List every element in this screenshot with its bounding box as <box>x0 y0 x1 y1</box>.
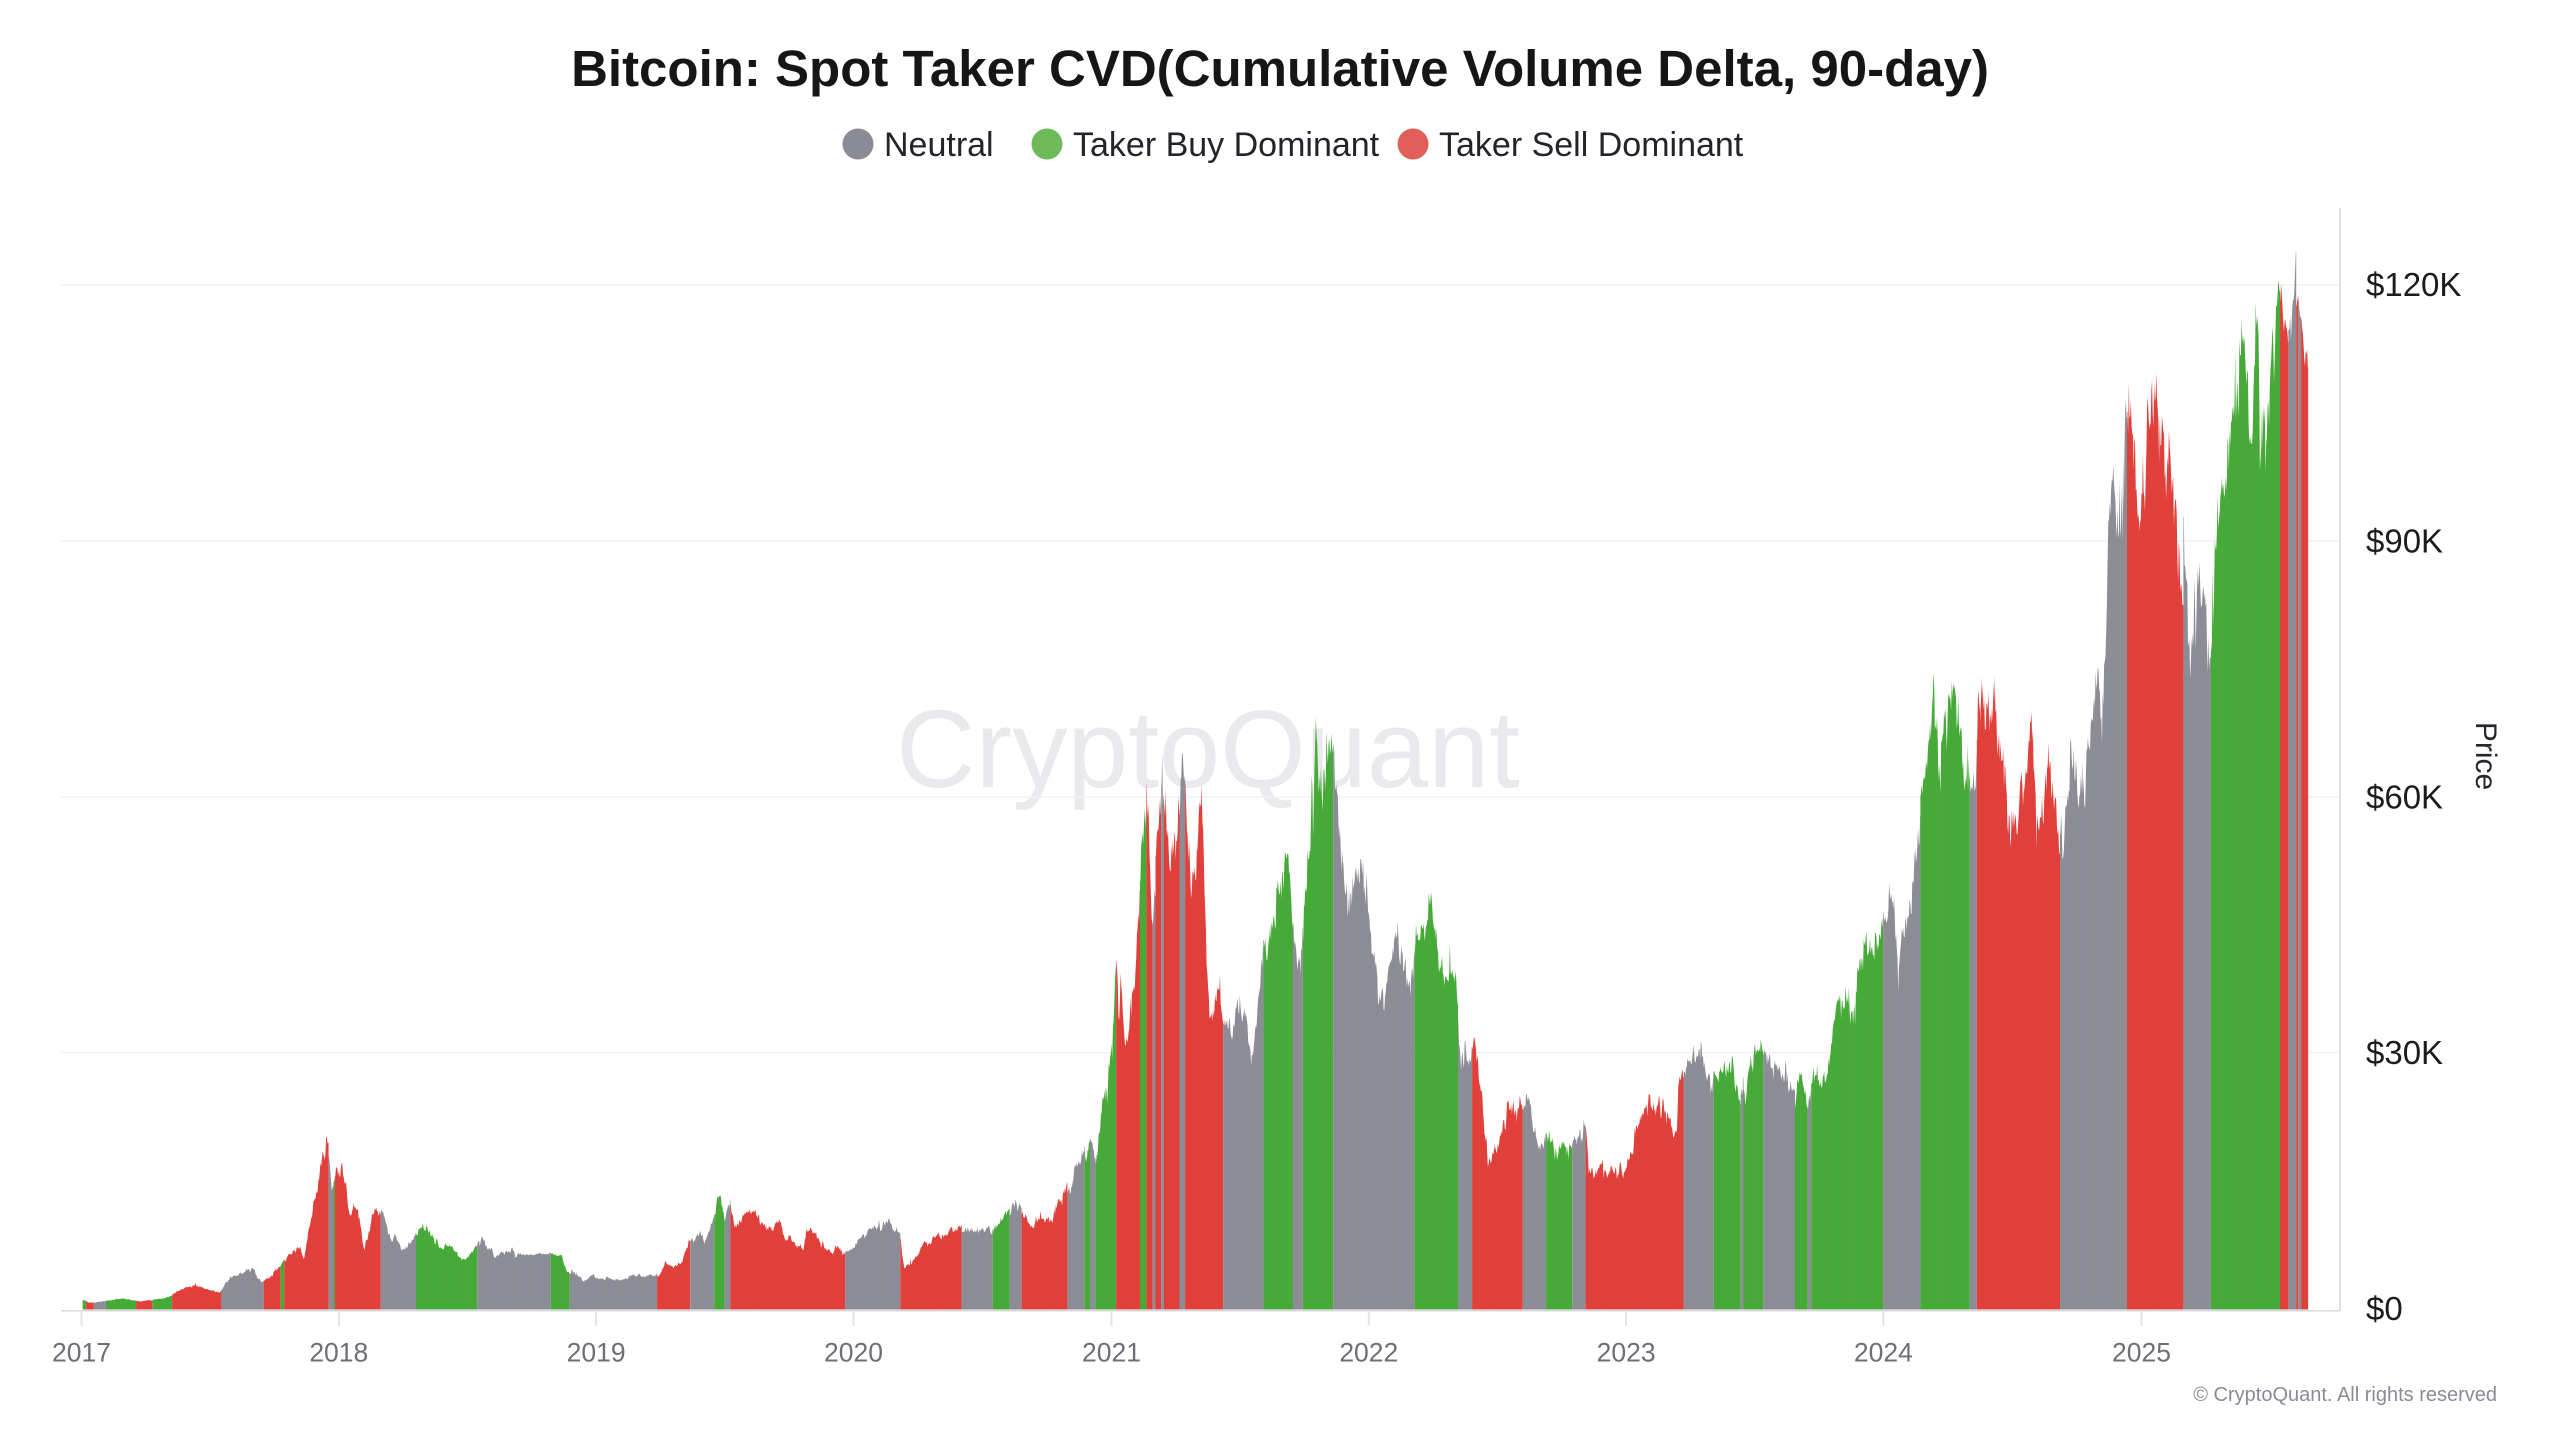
svg-text:2021: 2021 <box>1082 1338 1141 1368</box>
svg-text:2025: 2025 <box>2112 1338 2171 1368</box>
svg-text:2019: 2019 <box>567 1338 626 1368</box>
svg-text:2018: 2018 <box>309 1338 368 1368</box>
svg-text:Neutral: Neutral <box>884 126 994 164</box>
svg-text:$90K: $90K <box>2366 522 2443 559</box>
svg-text:© CryptoQuant. All rights rese: © CryptoQuant. All rights reserved <box>2193 1384 2497 1406</box>
svg-text:2023: 2023 <box>1597 1338 1656 1368</box>
svg-text:2022: 2022 <box>1339 1338 1398 1368</box>
svg-text:2017: 2017 <box>52 1338 111 1368</box>
svg-text:$0: $0 <box>2366 1290 2403 1327</box>
svg-text:$60K: $60K <box>2366 779 2443 816</box>
svg-text:Taker Sell Dominant: Taker Sell Dominant <box>1439 126 1744 164</box>
svg-text:2020: 2020 <box>824 1338 883 1368</box>
svg-text:$30K: $30K <box>2366 1034 2443 1071</box>
svg-text:2024: 2024 <box>1854 1338 1913 1368</box>
svg-text:Taker Buy Dominant: Taker Buy Dominant <box>1073 126 1380 164</box>
svg-text:Price: Price <box>2469 722 2502 790</box>
svg-text:Bitcoin: Spot Taker CVD(Cumula: Bitcoin: Spot Taker CVD(Cumulative Volum… <box>571 40 1989 97</box>
svg-text:$120K: $120K <box>2366 266 2461 303</box>
